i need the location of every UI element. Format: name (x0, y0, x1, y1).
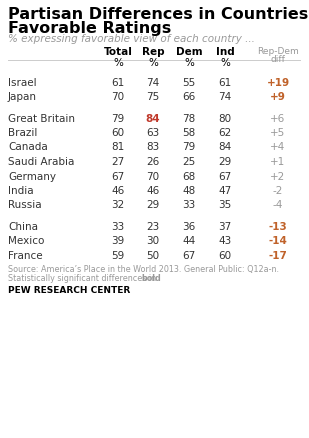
Text: 62: 62 (218, 128, 232, 138)
Text: 29: 29 (146, 200, 160, 210)
Text: 55: 55 (182, 78, 196, 87)
Text: 23: 23 (146, 222, 160, 231)
Text: 46: 46 (146, 186, 160, 195)
Text: +4: +4 (270, 142, 286, 152)
Text: 80: 80 (218, 113, 231, 123)
Text: Ind: Ind (216, 47, 234, 57)
Text: +9: +9 (270, 92, 286, 102)
Text: Israel: Israel (8, 78, 37, 87)
Text: 61: 61 (218, 78, 232, 87)
Text: Rep: Rep (142, 47, 164, 57)
Text: India: India (8, 186, 34, 195)
Text: 67: 67 (111, 171, 125, 181)
Text: 79: 79 (182, 142, 196, 152)
Text: Mexico: Mexico (8, 236, 44, 246)
Text: 84: 84 (218, 142, 232, 152)
Text: 70: 70 (146, 171, 159, 181)
Text: Russia: Russia (8, 200, 42, 210)
Text: %: % (113, 58, 123, 68)
Text: 60: 60 (218, 251, 231, 261)
Text: Partisan Differences in Countries’: Partisan Differences in Countries’ (8, 7, 309, 22)
Text: diff: diff (271, 55, 286, 64)
Text: 32: 32 (111, 200, 125, 210)
Text: Statistically significant differences in: Statistically significant differences in (8, 273, 159, 283)
Text: 74: 74 (218, 92, 232, 102)
Text: +1: +1 (270, 157, 286, 166)
Text: 36: 36 (182, 222, 196, 231)
Text: Canada: Canada (8, 142, 48, 152)
Text: 67: 67 (182, 251, 196, 261)
Text: 61: 61 (111, 78, 125, 87)
Text: 35: 35 (218, 200, 232, 210)
Text: 75: 75 (146, 92, 160, 102)
Text: 66: 66 (182, 92, 196, 102)
Text: +6: +6 (270, 113, 286, 123)
Text: Source: America’s Place in the World 2013. General Public: Q12a-n.: Source: America’s Place in the World 201… (8, 265, 279, 273)
Text: 84: 84 (146, 113, 160, 123)
Text: %: % (220, 58, 230, 68)
Text: PEW RESEARCH CENTER: PEW RESEARCH CENTER (8, 285, 130, 294)
Text: 63: 63 (146, 128, 160, 138)
Text: 30: 30 (146, 236, 159, 246)
Text: bold: bold (141, 273, 161, 283)
Text: 68: 68 (182, 171, 196, 181)
Text: +19: +19 (266, 78, 290, 87)
Text: 83: 83 (146, 142, 160, 152)
Text: 78: 78 (182, 113, 196, 123)
Text: 59: 59 (111, 251, 125, 261)
Text: -4: -4 (273, 200, 283, 210)
Text: 70: 70 (112, 92, 125, 102)
Text: 46: 46 (111, 186, 125, 195)
Text: 50: 50 (146, 251, 159, 261)
Text: France: France (8, 251, 43, 261)
Text: 79: 79 (111, 113, 125, 123)
Text: Dem: Dem (176, 47, 202, 57)
Text: Japan: Japan (8, 92, 37, 102)
Text: 81: 81 (111, 142, 125, 152)
Text: 74: 74 (146, 78, 160, 87)
Text: 25: 25 (182, 157, 196, 166)
Text: +5: +5 (270, 128, 286, 138)
Text: 67: 67 (218, 171, 232, 181)
Text: 33: 33 (182, 200, 196, 210)
Text: Favorable Ratings: Favorable Ratings (8, 21, 171, 36)
Text: Rep-Dem: Rep-Dem (257, 47, 299, 56)
Text: 43: 43 (218, 236, 232, 246)
Text: 33: 33 (111, 222, 125, 231)
Text: 29: 29 (218, 157, 232, 166)
Text: 60: 60 (112, 128, 125, 138)
Text: China: China (8, 222, 38, 231)
Text: 47: 47 (218, 186, 232, 195)
Text: 37: 37 (218, 222, 232, 231)
Text: % expressing favorable view of each country ...: % expressing favorable view of each coun… (8, 34, 255, 44)
Text: Germany: Germany (8, 171, 56, 181)
Text: 27: 27 (111, 157, 125, 166)
Text: %: % (148, 58, 158, 68)
Text: 39: 39 (111, 236, 125, 246)
Text: +2: +2 (270, 171, 286, 181)
Text: 48: 48 (182, 186, 196, 195)
Text: -13: -13 (269, 222, 287, 231)
Text: -14: -14 (269, 236, 287, 246)
Text: Saudi Arabia: Saudi Arabia (8, 157, 74, 166)
Text: 44: 44 (182, 236, 196, 246)
Text: %: % (184, 58, 194, 68)
Text: -2: -2 (273, 186, 283, 195)
Text: Brazil: Brazil (8, 128, 37, 138)
Text: 26: 26 (146, 157, 160, 166)
Text: -17: -17 (269, 251, 287, 261)
Text: Total: Total (104, 47, 133, 57)
Text: Great Britain: Great Britain (8, 113, 75, 123)
Text: 58: 58 (182, 128, 196, 138)
